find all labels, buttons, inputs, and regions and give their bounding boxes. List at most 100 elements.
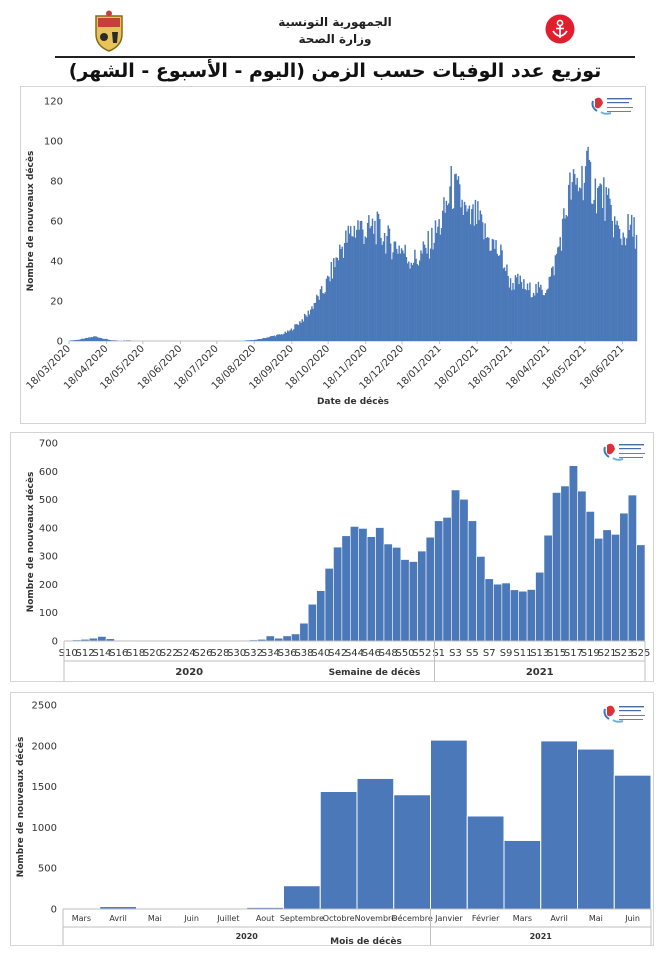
daily-bar — [408, 261, 410, 341]
daily-bar — [125, 340, 128, 341]
x-tick-label: S24 — [177, 648, 196, 659]
monthly-bar — [319, 791, 358, 910]
weekly-deaths-chart: 0 100 200 300 400 500 600 700 S10S12S14S16S18S20… — [25, 439, 650, 681]
daily-bar — [386, 236, 388, 341]
x-axis-title: Semaine de décès — [329, 667, 421, 678]
daily-bar — [75, 340, 77, 341]
daily-bar — [90, 336, 93, 341]
x-tick-label: S34 — [261, 648, 280, 659]
daily-bar — [460, 207, 462, 341]
weekly-bar — [451, 489, 461, 642]
daily-bar — [502, 268, 505, 341]
x-tick-label: S38 — [294, 648, 313, 659]
daily-bar — [259, 339, 261, 341]
daily-bar — [289, 330, 291, 341]
x-tick-label: S15 — [547, 648, 566, 659]
daily-bar — [465, 205, 467, 341]
daily-bar — [580, 188, 582, 341]
daily-bar — [374, 220, 376, 341]
daily-bar — [112, 340, 115, 341]
daily-bar — [311, 306, 313, 341]
daily-bar — [305, 315, 307, 341]
daily-bar — [481, 222, 484, 341]
year-label: 2021 — [530, 932, 553, 941]
daily-bar — [500, 244, 502, 341]
monthly-bar — [283, 885, 321, 910]
daily-bar — [283, 333, 285, 341]
weekly-bar — [341, 535, 351, 642]
daily-bar — [340, 249, 342, 341]
daily-bar — [583, 182, 586, 341]
weekly-bar — [417, 550, 427, 642]
x-tick-label: Mars — [72, 914, 91, 923]
y-axis-title: Nombre de nouveaux décès — [15, 737, 26, 878]
weekly-bar — [299, 622, 309, 642]
daily-bar — [632, 236, 634, 341]
daily-bar — [491, 238, 494, 341]
daily-bar — [294, 324, 296, 341]
daily-bar — [331, 278, 334, 341]
daily-bar — [83, 338, 85, 341]
daily-bar — [102, 338, 105, 341]
daily-bar — [268, 336, 271, 341]
daily-bar — [244, 340, 247, 341]
x-tick-label: S40 — [311, 648, 330, 659]
daily-bar — [570, 199, 572, 341]
weekly-bar — [408, 561, 418, 642]
daily-bar — [615, 224, 617, 341]
daily-bar — [362, 229, 364, 341]
daily-bar — [622, 232, 624, 341]
x-tick-label: S17 — [564, 648, 583, 659]
daily-bar — [293, 329, 295, 341]
daily-bar — [594, 178, 597, 341]
daily-bar — [633, 217, 635, 341]
daily-bar — [410, 262, 412, 341]
daily-bar — [525, 290, 528, 341]
daily-bar — [512, 282, 514, 341]
daily-bar — [110, 340, 112, 341]
daily-bar — [563, 208, 565, 341]
daily-bar — [466, 211, 468, 341]
x-tick-label: S52 — [412, 648, 431, 659]
daily-bar — [342, 257, 345, 341]
daily-bar — [592, 204, 594, 341]
daily-bar — [523, 279, 525, 341]
x-tick-label: Mars — [513, 914, 532, 923]
daily-bar — [255, 339, 257, 341]
daily-bar — [248, 340, 250, 341]
daily-bar — [607, 188, 610, 341]
y-tick-label: 20 — [50, 297, 63, 308]
daily-bar — [606, 194, 609, 341]
weekly-bars — [63, 465, 646, 642]
daily-bar — [532, 292, 535, 341]
daily-bar — [364, 236, 366, 341]
daily-bar — [515, 277, 518, 341]
daily-bar — [358, 229, 360, 341]
x-tick-label: S36 — [278, 648, 297, 659]
daily-bar — [473, 225, 475, 341]
monthly-bar — [503, 839, 542, 910]
weekly-bar — [535, 571, 545, 642]
daily-bar — [107, 339, 110, 341]
daily-bar — [359, 220, 362, 341]
daily-bar — [73, 340, 76, 341]
daily-bar — [326, 275, 329, 341]
daily-bar — [105, 338, 107, 341]
daily-bar — [445, 200, 448, 341]
daily-bar — [337, 260, 340, 341]
daily-bar — [627, 214, 629, 341]
daily-bar — [518, 284, 520, 341]
weekly-bar — [577, 490, 587, 642]
daily-bar — [301, 319, 303, 341]
daily-bar — [284, 331, 287, 341]
x-tick-label: S13 — [530, 648, 549, 659]
daily-bar — [438, 219, 440, 341]
y-tick-label: 60 — [50, 217, 63, 228]
daily-bar — [529, 282, 531, 341]
daily-bar — [395, 248, 398, 341]
daily-bar — [422, 241, 425, 341]
daily-bar — [440, 228, 443, 341]
daily-bar — [399, 253, 402, 341]
weekly-bar — [493, 583, 503, 642]
daily-bar — [612, 237, 615, 341]
